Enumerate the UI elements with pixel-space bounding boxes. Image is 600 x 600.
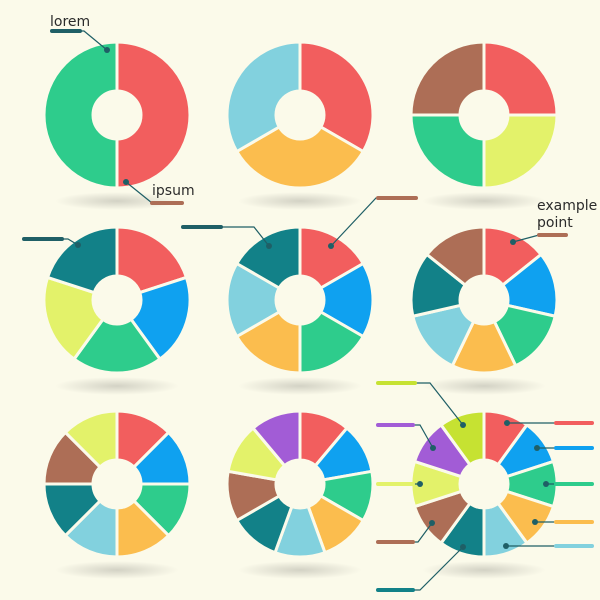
donut-shadow <box>238 192 362 210</box>
callout-seg-orange <box>532 519 594 525</box>
donut-10-segments <box>409 409 559 559</box>
donut-segment-lime <box>439 409 486 467</box>
label-example: example <box>537 198 597 214</box>
callout-six-right <box>328 196 418 249</box>
callout-six-left <box>181 225 272 249</box>
callout-five-left <box>22 237 81 248</box>
donut-segment-teal <box>235 225 302 290</box>
label-ipsum: ipsum <box>152 183 195 199</box>
donut-segment-brown <box>409 40 486 117</box>
donut-segment-red <box>115 40 192 190</box>
donut-segment-green <box>409 113 486 190</box>
shadow-layer <box>55 192 546 579</box>
donut-3-segments <box>225 40 375 190</box>
donut-segment-green <box>42 40 119 190</box>
donut-5-segments <box>42 225 192 375</box>
donut-shadow <box>55 561 179 579</box>
donut-segment-purple <box>251 409 302 468</box>
callout-seg-lime <box>376 381 466 428</box>
donut-segment-olive <box>42 275 105 361</box>
donut-segment-green <box>72 317 162 375</box>
label-lorem: lorem <box>50 14 90 30</box>
callout-seg-teal <box>376 544 466 592</box>
donut-7-segments <box>409 225 559 375</box>
donut-segment-red <box>482 40 559 117</box>
callout-seg-blue <box>534 445 594 451</box>
callout-example-point <box>510 233 568 245</box>
donut-segment-olive <box>63 409 119 469</box>
donut-segment-teal <box>46 225 119 295</box>
label-point: point <box>537 215 573 231</box>
donut-segment-lightblue <box>225 40 302 153</box>
donut-shadow <box>238 377 362 395</box>
callout-lorem <box>50 29 110 53</box>
donut-shadow <box>55 192 179 210</box>
callout-seg-red <box>504 420 594 426</box>
donut-shadow <box>55 377 179 395</box>
donut-shadow <box>238 561 362 579</box>
callout-layer <box>22 29 594 592</box>
callout-seg-brown <box>376 520 435 544</box>
callout-ipsum <box>123 179 184 205</box>
donut-2-segments <box>42 40 192 190</box>
donut-segment-red <box>298 40 375 153</box>
text-layer: lorem ipsum example point <box>50 14 597 231</box>
callout-seg-olive <box>376 481 423 487</box>
donut-8-segments <box>42 409 192 559</box>
donut-4-segments <box>409 40 559 190</box>
donut-segment-olive <box>482 113 559 190</box>
donut-layer <box>42 40 559 559</box>
donut-segment-red <box>115 225 188 295</box>
donut-shadow <box>422 377 546 395</box>
donut-9-segments <box>225 409 375 559</box>
donut-segment-brown <box>425 225 486 287</box>
callout-seg-lightblue <box>503 543 594 549</box>
donut-shadow <box>422 561 546 579</box>
callout-seg-purple <box>376 423 436 451</box>
callout-seg-green <box>543 481 594 487</box>
donut-shadow <box>422 192 546 210</box>
donut-6-segments <box>225 225 375 375</box>
donut-segment-orange <box>235 125 365 190</box>
